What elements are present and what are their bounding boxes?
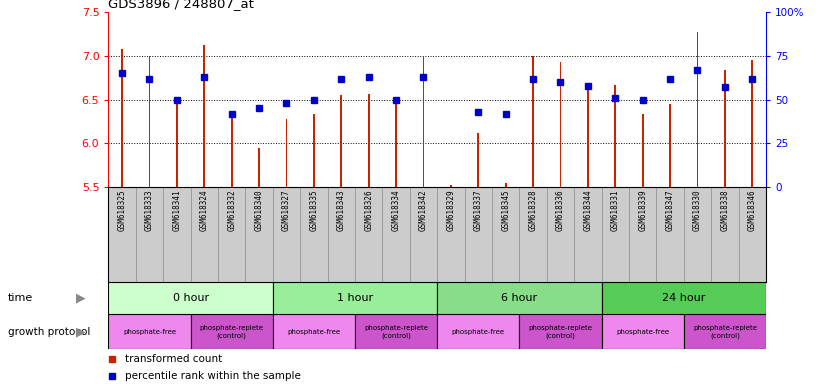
Text: GSM618343: GSM618343 [337, 190, 346, 232]
Text: phosphate-replete
(control): phosphate-replete (control) [693, 324, 757, 339]
Text: phosphate-replete
(control): phosphate-replete (control) [529, 324, 593, 339]
Bar [258, 148, 260, 187]
Bar [751, 60, 753, 187]
Bar [286, 119, 287, 187]
Bar [273, 314, 355, 349]
Text: GSM618344: GSM618344 [584, 190, 593, 232]
Bar [438, 314, 520, 349]
Text: 6 hour: 6 hour [502, 293, 538, 303]
Bar [602, 282, 766, 314]
Bar [602, 314, 684, 349]
Text: ▶: ▶ [76, 325, 86, 338]
Text: phosphate-free: phosphate-free [123, 329, 176, 334]
Bar [684, 314, 766, 349]
Text: GSM618325: GSM618325 [117, 190, 126, 232]
Bar [341, 95, 342, 187]
Text: GSM618327: GSM618327 [282, 190, 291, 232]
Text: phosphate-replete
(control): phosphate-replete (control) [364, 324, 428, 339]
Text: 24 hour: 24 hour [662, 293, 705, 303]
Bar [231, 115, 232, 187]
Text: GSM618340: GSM618340 [255, 190, 264, 232]
Text: phosphate-replete
(control): phosphate-replete (control) [200, 324, 264, 339]
Text: percentile rank within the sample: percentile rank within the sample [125, 371, 300, 381]
Bar [450, 185, 452, 187]
Text: ▶: ▶ [76, 291, 86, 304]
Bar [108, 282, 273, 314]
Text: GSM618324: GSM618324 [200, 190, 209, 232]
Bar [696, 31, 699, 187]
Text: 1 hour: 1 hour [337, 293, 373, 303]
Text: GSM618338: GSM618338 [720, 190, 729, 232]
Bar [438, 282, 602, 314]
Text: 0 hour: 0 hour [172, 293, 209, 303]
Text: GSM618336: GSM618336 [556, 190, 565, 232]
Text: growth protocol: growth protocol [8, 326, 90, 337]
Text: GSM618335: GSM618335 [310, 190, 319, 232]
Bar [368, 94, 369, 187]
Text: transformed count: transformed count [125, 354, 222, 364]
Text: GSM618337: GSM618337 [474, 190, 483, 232]
Bar [423, 56, 424, 187]
Bar [587, 85, 589, 187]
Text: GSM618346: GSM618346 [748, 190, 757, 232]
Bar [190, 314, 273, 349]
Text: GSM618347: GSM618347 [666, 190, 675, 232]
Bar [505, 183, 507, 187]
Text: GSM618330: GSM618330 [693, 190, 702, 232]
Bar [273, 282, 438, 314]
Bar [108, 314, 190, 349]
Bar [532, 56, 534, 187]
Text: phosphate-free: phosphate-free [452, 329, 505, 334]
Bar [355, 314, 438, 349]
Bar [204, 45, 205, 187]
Bar [122, 49, 123, 187]
Text: time: time [8, 293, 34, 303]
Bar [313, 114, 314, 187]
Text: GSM618341: GSM618341 [172, 190, 181, 232]
Text: GSM618339: GSM618339 [638, 190, 647, 232]
Text: phosphate-free: phosphate-free [287, 329, 341, 334]
Text: GSM618334: GSM618334 [392, 190, 401, 232]
Text: GDS3896 / 248807_at: GDS3896 / 248807_at [108, 0, 255, 10]
Bar [724, 70, 726, 187]
Text: GSM618333: GSM618333 [145, 190, 154, 232]
Bar [642, 114, 644, 187]
Text: phosphate-free: phosphate-free [616, 329, 669, 334]
Bar [560, 62, 562, 187]
Text: GSM618326: GSM618326 [365, 190, 374, 232]
Text: GSM618332: GSM618332 [227, 190, 236, 232]
Bar [520, 314, 602, 349]
Text: GSM618329: GSM618329 [447, 190, 456, 232]
Text: GSM618328: GSM618328 [529, 190, 538, 232]
Bar [149, 56, 150, 187]
Text: GSM618331: GSM618331 [611, 190, 620, 232]
Bar [477, 133, 479, 187]
Bar [395, 100, 397, 187]
Text: GSM618342: GSM618342 [419, 190, 428, 232]
Bar [669, 104, 671, 187]
Bar [614, 85, 617, 187]
Text: GSM618345: GSM618345 [501, 190, 510, 232]
Bar [176, 104, 178, 187]
